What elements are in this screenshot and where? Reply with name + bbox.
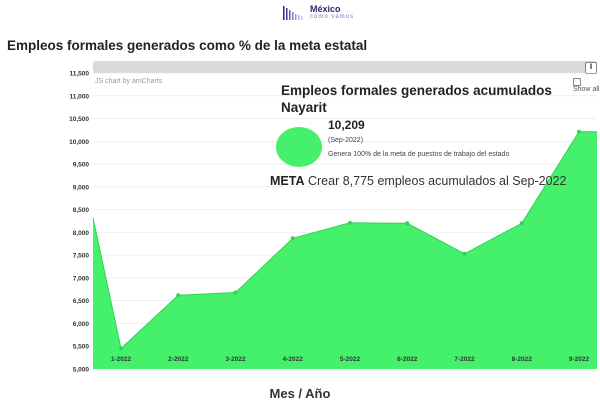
y-tick-label: 6,000 (73, 321, 90, 328)
y-tick-label: 8,000 (73, 230, 90, 237)
x-axis-label: Mes / Año (269, 386, 331, 401)
data-point[interactable] (233, 290, 238, 295)
chart-credit[interactable]: JS chart by amCharts (95, 78, 163, 85)
y-tick-label: 11,000 (69, 93, 89, 100)
y-tick-label: 5,000 (73, 367, 90, 374)
summary-description: Genera 100% de la meta de puestos de tra… (328, 151, 510, 158)
meta-statement: META Crear 8,775 empleos acumulados al S… (270, 174, 566, 188)
y-tick-label: 10,500 (69, 116, 89, 123)
x-tick-label: 3-2022 (225, 356, 246, 363)
logo-subtext: cómo vamos (310, 14, 355, 20)
meta-label: META (270, 174, 305, 188)
status-circle-icon (276, 127, 322, 167)
x-tick-label: 5-2022 (340, 356, 361, 363)
meta-text: Crear 8,775 empleos acumulados al Sep-20… (307, 174, 567, 188)
data-point[interactable] (405, 221, 410, 226)
y-tick-label: 8,500 (73, 207, 90, 214)
summary-value: 10,209 (328, 118, 365, 132)
summary-title-line1: Empleos formales generados acumulados (281, 83, 552, 98)
data-point[interactable] (577, 129, 581, 134)
summary-title-line2: Nayarit (281, 100, 327, 115)
x-tick-label: 6-2022 (397, 356, 418, 363)
x-tick-label: 8-2022 (512, 356, 533, 363)
y-tick-label: 11,500 (69, 71, 89, 78)
data-point[interactable] (348, 220, 352, 225)
mexico-como-vamos-logo: México cómo vamos (282, 2, 362, 24)
data-point[interactable] (119, 346, 123, 351)
chart-scrollbar[interactable] (93, 61, 597, 73)
y-tick-label: 5,500 (73, 344, 90, 351)
show-all-toggle[interactable]: Show all (573, 78, 600, 93)
y-tick-label: 9,000 (73, 184, 90, 191)
data-point[interactable] (462, 251, 467, 256)
y-tick-label: 10,000 (69, 139, 89, 146)
x-tick-label: 2-2022 (168, 356, 189, 363)
logo-bars-icon (283, 6, 303, 20)
y-tick-label: 7,500 (73, 253, 90, 260)
y-tick-label: 6,500 (73, 298, 90, 305)
data-point[interactable] (176, 293, 181, 298)
summary-date: (Sep-2022) (328, 137, 364, 144)
y-tick-label: 7,000 (73, 275, 90, 282)
x-tick-label: 9-2022 (569, 356, 590, 363)
scrollbar-grip-icon[interactable]: ‖ (585, 62, 597, 74)
x-tick-label: 1-2022 (111, 356, 132, 363)
series-area (93, 131, 597, 369)
show-all-label: Show all (573, 86, 600, 93)
x-tick-label: 7-2022 (454, 356, 475, 363)
y-tick-label: 9,500 (73, 162, 90, 169)
data-point[interactable] (519, 221, 524, 226)
page-title: Empleos formales generados como % de la … (7, 38, 368, 53)
x-tick-label: 4-2022 (283, 356, 304, 363)
logo-text: México (310, 4, 341, 14)
data-point[interactable] (290, 236, 295, 241)
summary-title: Empleos formales generados acumulados Na… (281, 82, 552, 116)
